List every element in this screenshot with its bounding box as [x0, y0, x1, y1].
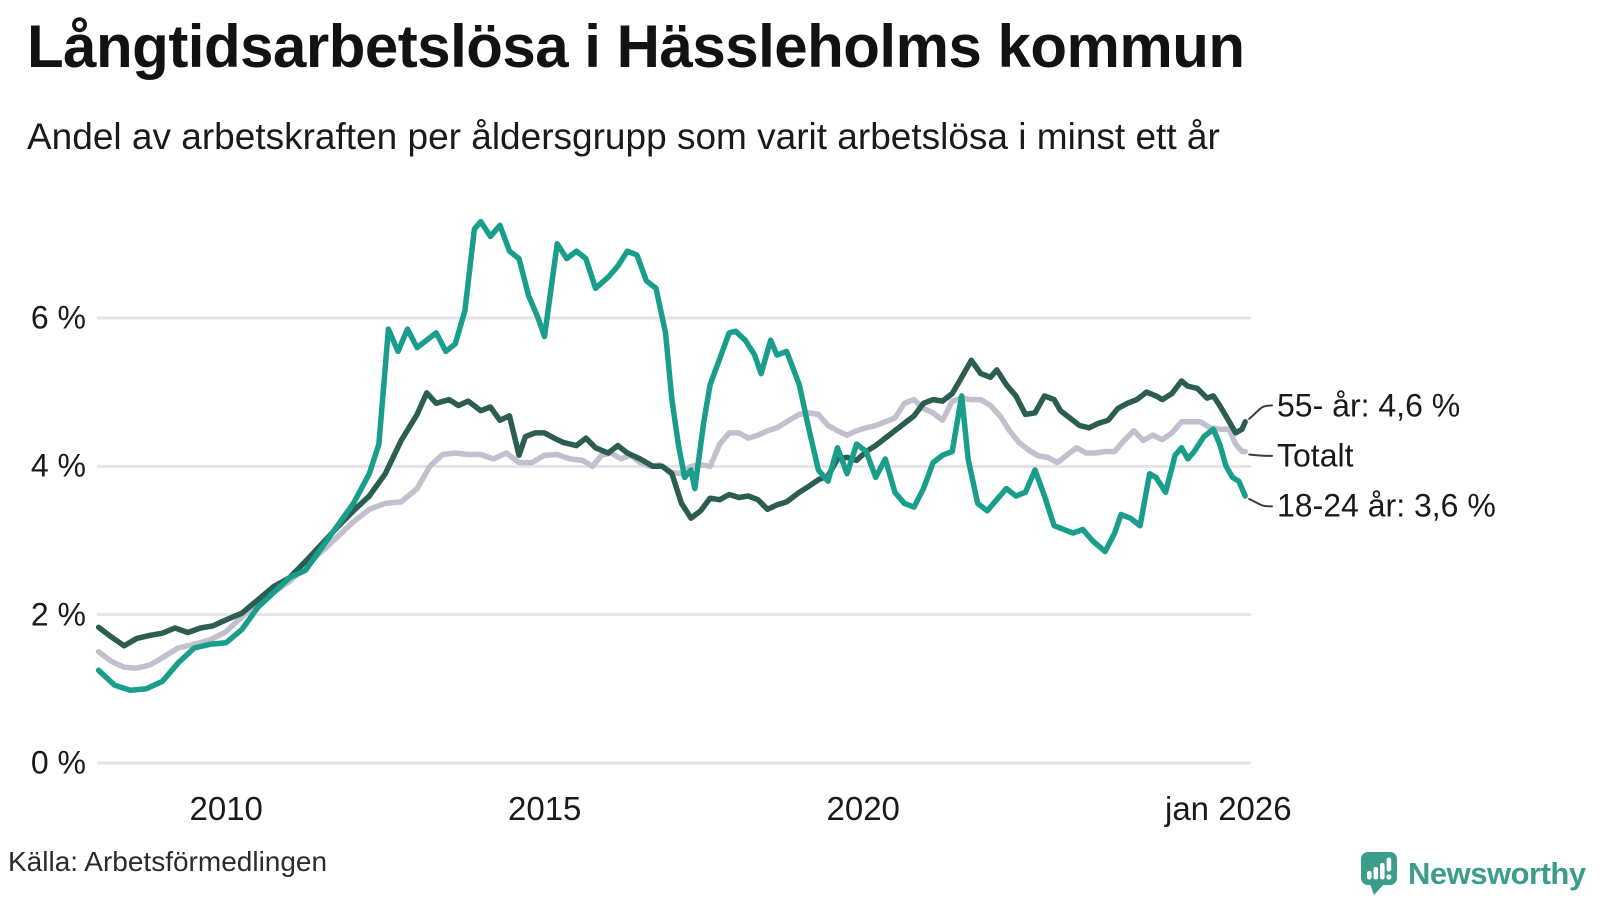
series-line-55-r: [95, 357, 1248, 649]
newsworthy-logo-text: Newsworthy: [1408, 855, 1586, 891]
y-axis-tick-0: 0 %: [30, 744, 86, 781]
page-title: Långtidsarbetslösa i Hässleholms kommun: [27, 13, 1245, 80]
x-axis-tick-jan2026: jan 2026: [1165, 790, 1292, 827]
page-subtitle: Andel av arbetskraften per åldersgrupp s…: [27, 116, 1220, 157]
annotation-connector: [1248, 453, 1273, 457]
series-end-label-18-24: 18-24 år: 3,6 %: [1277, 487, 1496, 524]
x-axis-tick-2010: 2010: [189, 790, 263, 827]
annotation-connector: [1248, 404, 1273, 420]
newsworthy-speech-bubble-chart-icon: [1360, 851, 1398, 896]
series-line-totalt: [95, 395, 1248, 671]
y-axis-tick-4: 4 %: [30, 447, 86, 484]
source-note: Källa: Arbetsförmedlingen: [8, 846, 328, 877]
y-axis-tick-2: 2 %: [30, 596, 86, 633]
newsworthy-logo[interactable]: Newsworthy: [1360, 851, 1586, 896]
annotation-connector: [1248, 497, 1273, 508]
series-end-label-55: 55- år: 4,6 %: [1277, 387, 1461, 423]
y-axis-tick-6: 6 %: [30, 299, 86, 336]
series-line-18-24-r: [95, 218, 1248, 694]
x-axis-tick-2020: 2020: [826, 790, 900, 827]
x-axis-tick-2015: 2015: [508, 790, 582, 827]
series-end-label-totalt: Totalt: [1277, 437, 1354, 474]
